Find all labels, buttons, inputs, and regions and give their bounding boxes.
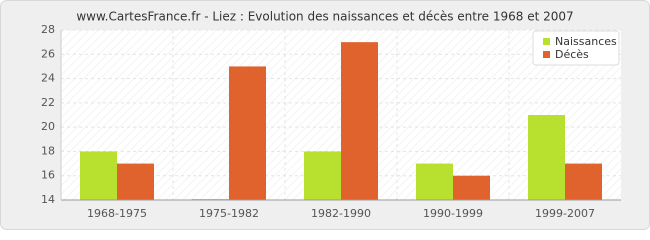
y-tick-label: 14: [41, 193, 55, 206]
bar: [453, 175, 490, 200]
bar: [304, 151, 341, 200]
bar: [80, 151, 117, 200]
x-tick-label: 1999-2007: [535, 207, 595, 220]
y-tick-label: 24: [41, 72, 55, 85]
x-tick-label: 1990-1999: [423, 207, 483, 220]
y-tick-label: 16: [41, 169, 55, 182]
bar: [528, 115, 565, 200]
y-tick-label: 20: [41, 120, 55, 133]
chart: www.CartesFrance.fr - Liez : Evolution d…: [0, 0, 650, 230]
bar: [565, 163, 602, 200]
y-tick-label: 18: [41, 144, 55, 157]
x-tick-label: 1982-1990: [311, 207, 371, 220]
bar: [117, 163, 154, 200]
y-tick-label: 28: [41, 23, 55, 36]
bar: [341, 42, 378, 201]
chart-title: www.CartesFrance.fr - Liez : Evolution d…: [76, 10, 573, 24]
bar: [229, 66, 266, 200]
legend-box: [532, 30, 620, 66]
legend-label: Naissances: [555, 35, 617, 48]
legend-swatch: [543, 38, 550, 45]
y-tick-label: 22: [41, 96, 55, 109]
x-tick-label: 1968-1975: [87, 207, 147, 220]
y-tick-label: 26: [41, 47, 55, 60]
bar: [416, 163, 453, 200]
x-tick-label: 1975-1982: [199, 207, 259, 220]
legend-label: Décès: [555, 48, 589, 61]
legend-swatch: [543, 51, 550, 58]
